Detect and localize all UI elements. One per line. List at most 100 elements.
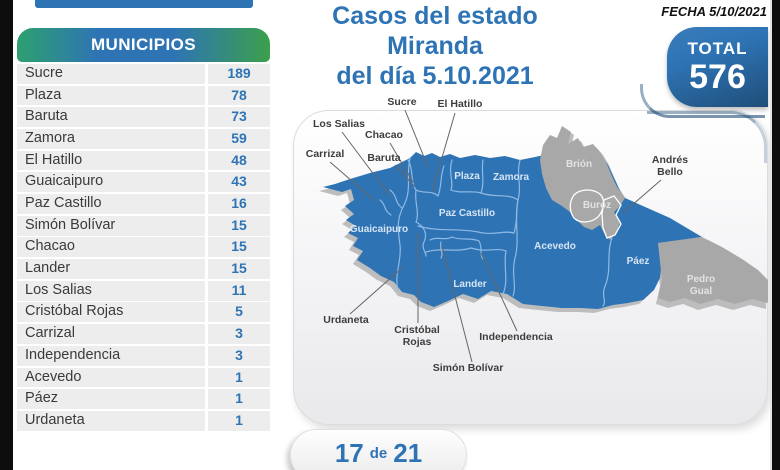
map-label-paez: Páez — [627, 256, 650, 267]
municipio-case-count: 1 — [208, 367, 270, 388]
municipio-name: Cristóbal Rojas — [17, 302, 205, 323]
municipal-borders — [379, 157, 613, 307]
municipio-case-count: 73 — [208, 107, 270, 128]
map-region-pedro-gual — [658, 237, 768, 304]
municipios-table-header: MUNICIPIOS — [17, 28, 270, 62]
table-row: Cristóbal Rojas 5 — [17, 302, 270, 323]
municipio-name: Independencia — [17, 345, 205, 366]
map-border-andres-bello — [601, 195, 622, 239]
table-row: Páez 1 — [17, 389, 270, 409]
municipio-case-count: 15 — [208, 237, 270, 258]
municipio-case-count: 3 — [208, 345, 270, 366]
map-label-paz-castillo: Paz Castillo — [439, 208, 495, 219]
map-label-brion: Brión — [566, 159, 592, 170]
table-row: Baruta 73 — [17, 107, 270, 128]
map-label-guaicaipuro: Guaicaipuro — [350, 224, 408, 235]
municipio-case-count: 59 — [208, 128, 270, 149]
municipio-name: Carrizal — [17, 324, 205, 344]
pagination-separator: de — [369, 445, 388, 462]
callout-chacao: Chacao — [365, 129, 403, 141]
table-row: Acevedo 1 — [17, 367, 270, 388]
municipio-name: Acevedo — [17, 367, 205, 388]
callout-independencia: Independencia — [479, 331, 553, 343]
total-label: TOTAL — [687, 39, 748, 58]
municipio-name: Paz Castillo — [17, 194, 205, 214]
municipio-case-count: 43 — [208, 172, 270, 193]
municipio-name: Plaza — [17, 85, 205, 106]
municipio-name: Sucre — [17, 63, 205, 84]
callout-cristobal-2: Rojas — [403, 336, 432, 348]
map-region-brion-buroz — [540, 126, 625, 240]
municipio-case-count: 189 — [208, 63, 270, 84]
map-panel-top-right-accent — [647, 111, 767, 163]
municipio-name: Lander — [17, 259, 205, 279]
municipios-table: Sucre 189 Plaza 78 Baruta 73 Zamora 59 E… — [17, 63, 270, 431]
table-row: Plaza 78 — [17, 85, 270, 106]
table-row: Los Salias 11 — [17, 280, 270, 301]
title-line-1: Casos del estado Miranda — [332, 2, 538, 60]
callout-andres-2: Bello — [657, 166, 683, 178]
table-row: Chacao 15 — [17, 237, 270, 258]
title-line-2: del día 5.10.2021 — [336, 62, 534, 90]
municipio-name: Urdaneta — [17, 410, 205, 431]
table-row: Guaicaipuro 43 — [17, 172, 270, 193]
map-label-zamora: Zamora — [493, 172, 530, 183]
municipio-case-count: 48 — [208, 150, 270, 171]
pagination-total: 21 — [393, 438, 423, 468]
callout-los-salias: Los Salias — [313, 118, 365, 130]
municipio-name: Baruta — [17, 107, 205, 128]
municipio-case-count: 1 — [208, 389, 270, 409]
callout-sucre: Sucre — [387, 96, 416, 108]
map-label-lander: Lander — [453, 279, 486, 290]
callout-carrizal: Carrizal — [306, 148, 345, 160]
pagination-badge: 17 de 21 — [290, 429, 467, 470]
municipio-name: Zamora — [17, 128, 205, 149]
municipio-case-count: 5 — [208, 302, 270, 323]
pagination-current: 17 — [334, 438, 364, 468]
callout-andres-1: Andrés — [652, 154, 688, 166]
map-label-plaza: Plaza — [454, 171, 480, 182]
municipio-name: Guaicaipuro — [17, 172, 205, 193]
table-row: Paz Castillo 16 — [17, 194, 270, 214]
letterbox-left — [0, 0, 13, 470]
top-banner-fragment — [35, 0, 253, 8]
map-label-acevedo: Acevedo — [534, 241, 576, 252]
map-border-buroz — [569, 189, 605, 223]
municipio-name: Simón Bolívar — [17, 215, 205, 236]
table-row: Lander 15 — [17, 259, 270, 279]
callout-urdaneta: Urdaneta — [323, 314, 369, 326]
page-title: Casos del estado Miranda del día 5.10.20… — [290, 1, 580, 91]
municipio-case-count: 1 — [208, 410, 270, 431]
callout-leader-lines — [329, 109, 662, 363]
total-value: 576 — [689, 58, 746, 96]
table-row: Sucre 189 — [17, 63, 270, 84]
municipio-name: Los Salias — [17, 280, 205, 301]
municipio-case-count: 78 — [208, 85, 270, 106]
municipio-case-count: 15 — [208, 215, 270, 236]
fecha-label: FECHA 5/10/2021 — [661, 4, 767, 19]
total-badge: TOTAL 576 — [667, 27, 768, 107]
municipio-case-count: 15 — [208, 259, 270, 279]
right-edge-line — [770, 0, 772, 470]
table-row: Carrizal 3 — [17, 324, 270, 344]
map-label-pedro-gual-2: Gual — [690, 286, 712, 297]
letterbox-right — [772, 0, 780, 470]
municipios-panel: MUNICIPIOS Sucre 189 Plaza 78 Baruta 73 … — [17, 28, 270, 431]
municipio-case-count: 11 — [208, 280, 270, 301]
table-row: Urdaneta 1 — [17, 410, 270, 431]
miranda-state-map: Plaza Zamora Paz Castillo Guaicaipuro Ac… — [306, 96, 768, 374]
map-label-buroz: Buroz — [583, 200, 611, 211]
map-label-pedro-gual-1: Pedro — [687, 274, 715, 285]
callout-simon-bolivar: Simón Bolívar — [433, 362, 504, 374]
callout-cristobal-1: Cristóbal — [394, 324, 440, 336]
table-row: Simón Bolívar 15 — [17, 215, 270, 236]
municipio-case-count: 3 — [208, 324, 270, 344]
municipio-name: El Hatillo — [17, 150, 205, 171]
municipio-name: Chacao — [17, 237, 205, 258]
callout-el-hatillo: El Hatillo — [438, 98, 483, 110]
municipio-case-count: 16 — [208, 194, 270, 214]
municipio-name: Páez — [17, 389, 205, 409]
table-row: El Hatillo 48 — [17, 150, 270, 171]
table-row: Zamora 59 — [17, 128, 270, 149]
table-row: Independencia 3 — [17, 345, 270, 366]
